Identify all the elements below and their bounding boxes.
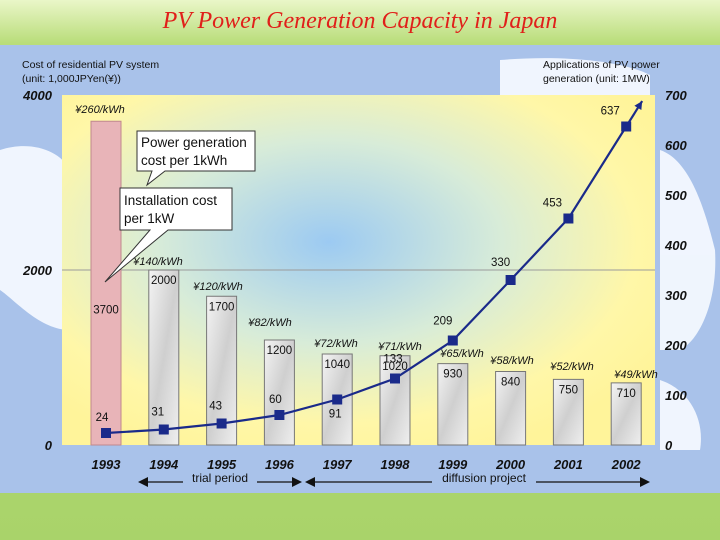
capacity-label-1993: 24 bbox=[96, 412, 109, 424]
cost-bar-label-2000: 840 bbox=[501, 377, 520, 389]
cost-bar-label-1994: 2000 bbox=[151, 275, 177, 287]
x-tick-1994: 1994 bbox=[149, 457, 179, 472]
right-axis-tick-500: 500 bbox=[665, 188, 687, 203]
capacity-point-2000 bbox=[505, 275, 516, 285]
callout-install-line1: Installation cost bbox=[124, 193, 217, 208]
capacity-point-1995 bbox=[216, 418, 227, 429]
right-axis-tick-700: 700 bbox=[665, 88, 687, 103]
cost-bar-label-1993: 3700 bbox=[93, 304, 119, 316]
x-tick-1998: 1998 bbox=[381, 457, 411, 472]
right-axis-tick-300: 300 bbox=[665, 288, 687, 303]
right-axis-tick-200: 200 bbox=[664, 338, 687, 353]
capacity-line bbox=[105, 125, 628, 435]
left-axis-tick-0: 0 bbox=[45, 438, 53, 453]
cost-per-kwh-1999: ¥65/kWh bbox=[440, 348, 483, 360]
cost-bar-1996 bbox=[263, 339, 295, 446]
capacity-point-1998 bbox=[390, 373, 400, 384]
cost-bar-label-1999: 930 bbox=[443, 369, 462, 381]
right-axis-tick-400: 400 bbox=[664, 238, 687, 253]
callout-kwh: Power generation cost per 1kWh bbox=[136, 130, 256, 187]
diffusion-project-label: diffusion project bbox=[442, 471, 526, 485]
capacity-label-1997: 91 bbox=[329, 409, 342, 421]
cost-bar-2002 bbox=[610, 382, 642, 446]
capacity-label-1999: 209 bbox=[433, 316, 452, 328]
right-axis-tick-0: 0 bbox=[665, 438, 673, 453]
capacity-label-2002: 637 bbox=[601, 106, 620, 118]
cost-per-kwh-2000: ¥58/kWh bbox=[490, 355, 533, 367]
callout-install: Installation cost per 1kW bbox=[104, 187, 233, 283]
continent-shapes bbox=[0, 58, 716, 450]
cost-per-kwh-1998: ¥71/kWh bbox=[378, 341, 421, 353]
right-axis-tick-600: 600 bbox=[665, 138, 687, 153]
right-axis-tick-100: 100 bbox=[665, 388, 687, 403]
right-axis-title-line2: generation (unit: 1MW) bbox=[543, 73, 650, 85]
capacity-line-arrow-head bbox=[634, 101, 643, 111]
cost-bar-1994 bbox=[148, 269, 180, 446]
cost-bar-label-1998: 1020 bbox=[382, 361, 408, 373]
cost-bar-label-2001: 750 bbox=[559, 384, 578, 396]
capacity-point-1997 bbox=[332, 394, 343, 405]
right-axis-title-line1: Applications of PV power bbox=[543, 59, 660, 71]
cost-bar-1993 bbox=[90, 120, 122, 446]
callout-install-line2: per 1kW bbox=[124, 211, 175, 226]
cost-per-kwh-2001: ¥52/kWh bbox=[550, 361, 593, 373]
cost-bar-label-1996: 1200 bbox=[267, 345, 293, 357]
x-tick-2000: 2000 bbox=[495, 457, 526, 472]
capacity-label-1998: 133 bbox=[383, 354, 402, 366]
x-tick-2001: 2001 bbox=[553, 457, 583, 472]
cost-per-kwh-1995: ¥120/kWh bbox=[193, 281, 243, 293]
capacity-point-1993 bbox=[101, 428, 111, 438]
capacity-point-2002 bbox=[621, 121, 632, 132]
capacity-label-2001: 453 bbox=[543, 198, 562, 210]
capacity-point-1999 bbox=[447, 335, 458, 346]
capacity-point-1994 bbox=[158, 424, 169, 435]
left-axis-title-line1: Cost of residential PV system bbox=[22, 59, 159, 71]
cost-bar-label-1997: 1040 bbox=[324, 359, 350, 371]
capacity-label-2000: 330 bbox=[491, 257, 510, 269]
x-tick-1993: 1993 bbox=[92, 457, 122, 472]
x-tick-1995: 1995 bbox=[207, 457, 237, 472]
capacity-label-1995: 43 bbox=[209, 401, 222, 413]
x-tick-1999: 1999 bbox=[438, 457, 468, 472]
capacity-label-1996: 60 bbox=[269, 394, 282, 406]
capacity-point-2001 bbox=[563, 213, 574, 224]
slide-title: PV Power Generation Capacity in Japan bbox=[162, 8, 558, 34]
cost-bar-1999 bbox=[437, 363, 469, 446]
left-axis-tick-2000: 2000 bbox=[22, 263, 53, 278]
cost-bar-label-2002: 710 bbox=[617, 388, 636, 400]
left-axis-title-line2: (unit: 1,000JPYen(¥)) bbox=[22, 73, 121, 85]
x-tick-2002: 2002 bbox=[611, 457, 642, 472]
diffusion-project-arrow: diffusion project bbox=[305, 470, 650, 487]
cost-per-kwh-1996: ¥82/kWh bbox=[248, 317, 291, 329]
x-tick-1997: 1997 bbox=[323, 457, 353, 472]
trial-period-label: trial period bbox=[192, 471, 248, 485]
capacity-point-1996 bbox=[274, 410, 285, 420]
cost-per-kwh-1993: ¥260/kWh bbox=[75, 104, 125, 116]
cost-per-kwh-1994: ¥140/kWh bbox=[133, 256, 183, 268]
cost-bar-2000 bbox=[495, 371, 527, 446]
cost-per-kwh-2002: ¥49/kWh bbox=[614, 369, 657, 381]
cost-bar-2001 bbox=[552, 378, 584, 446]
x-tick-1996: 1996 bbox=[265, 457, 295, 472]
callout-kwh-line2: cost per 1kWh bbox=[141, 153, 227, 168]
capacity-label-1994: 31 bbox=[151, 407, 164, 419]
trial-period-arrow: trial period bbox=[138, 470, 302, 487]
callout-kwh-line1: Power generation bbox=[141, 135, 247, 150]
cost-per-kwh-1997: ¥72/kWh bbox=[314, 338, 357, 350]
cost-bar-label-1995: 1700 bbox=[209, 301, 235, 313]
left-axis-tick-4000: 4000 bbox=[22, 88, 53, 103]
